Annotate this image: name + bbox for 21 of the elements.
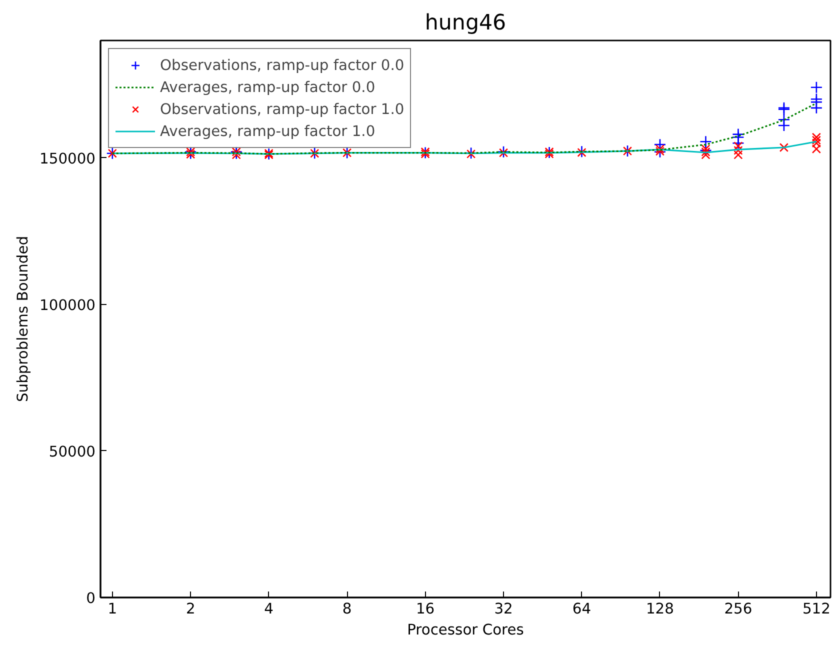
y-tick-label: 100000 xyxy=(40,296,96,314)
x-tick-label: 1 xyxy=(108,600,118,618)
x-tick-label: 32 xyxy=(494,600,513,618)
x-axis-title: Processor Cores xyxy=(407,622,524,638)
legend-label: Averages, ramp-up factor 0.0 xyxy=(160,78,376,96)
x-tick-label: 16 xyxy=(416,600,435,618)
x-tick-label: 512 xyxy=(802,600,830,618)
chart-title: hung46 xyxy=(424,10,506,36)
y-axis-title: Subproblems Bounded xyxy=(14,236,32,402)
x-tick-label: 128 xyxy=(646,600,674,618)
x-tick-label: 2 xyxy=(186,600,196,618)
x-tick-label: 8 xyxy=(342,600,352,618)
legend-label: Observations, ramp-up factor 0.0 xyxy=(160,56,404,74)
y-tick-label: 150000 xyxy=(40,150,96,168)
x-tick-label: 64 xyxy=(572,600,592,618)
x-tick-label: 4 xyxy=(264,600,274,618)
x-tick-label: 256 xyxy=(724,600,752,618)
y-tick-label: 0 xyxy=(86,590,96,607)
legend-label: Observations, ramp-up factor 1.0 xyxy=(160,100,404,118)
legend-label: Averages, ramp-up factor 1.0 xyxy=(160,122,376,140)
y-tick-label: 50000 xyxy=(48,443,96,460)
